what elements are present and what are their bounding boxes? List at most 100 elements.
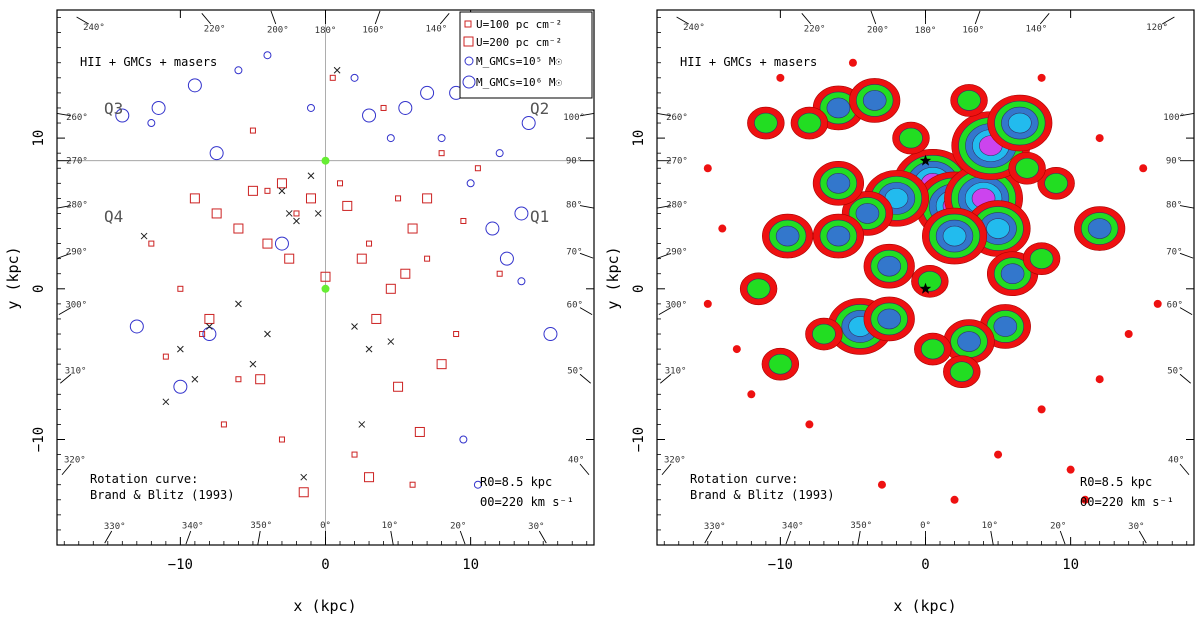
right-longitude-tick [1138,530,1147,544]
left-xtick-label: −10 [168,557,193,573]
right-panel: −10 0 10 −10 0 10 240° 220° 200° 180° 160° 140° 120°… [604,9,1195,615]
left-ytick-label: −10 [31,427,47,452]
point-square [249,127,256,134]
contour-speck [776,73,785,82]
point-circle [517,277,526,286]
right-longitude-label: 200° [867,26,889,36]
contour-speck [1139,164,1148,173]
right-longitude-tick [658,307,672,316]
point-square [474,165,481,172]
point-circle [350,73,359,82]
right-longitude-label: 120° [1146,23,1168,33]
contour-blob [979,304,1031,349]
point-square [371,313,382,324]
right-longitude-tick [870,10,877,25]
contour-speck [1037,73,1046,82]
right-longitude-label: 160° [962,26,984,36]
left-longitude-label: 140° [426,25,448,35]
left-longitude-tick [61,463,72,476]
left-longitude-label: 90° [566,157,582,167]
point-maser-cross [177,345,184,353]
right-longitude-tick [661,463,672,476]
right-longitude-label: 300° [665,301,687,311]
contour-speck [1153,299,1162,308]
point-square [148,240,155,247]
contour-blob [1037,167,1075,200]
point-square [262,238,273,249]
point-square [400,268,411,279]
point-square [255,374,266,385]
point-circle [209,146,224,161]
point-square [366,240,373,247]
left-longitude-tick [579,463,590,476]
contour-blob [812,161,865,206]
point-circle [129,319,144,334]
right-longitude-tick [974,10,981,25]
point-circle [234,66,243,75]
left-xtick-label: 0 [321,557,329,573]
right-longitude-label: 320° [664,455,686,465]
point-circle [115,108,130,123]
point-circle [398,100,413,115]
left-ytick-label: 10 [31,130,47,147]
contour-speck [1095,375,1104,384]
left-legend: U=100 pc cm⁻² U=200 pc cm⁻² M_GMCs=10⁵ M… [459,11,593,99]
point-circle [187,78,202,93]
q1-label: Q1 [530,207,549,226]
contour-speck [703,164,712,173]
right-longitude-tick [1179,463,1190,476]
left-longitude-label: 80° [566,201,582,211]
contour-speck [703,299,712,308]
left-longitude-label: 180° [315,26,337,36]
contour-blob [849,78,901,123]
contour-blob [950,84,988,117]
left-longitude-tick [579,252,594,259]
right-longitude-label: 100° [1163,113,1185,123]
point-circle [274,236,289,251]
legend-marker-small-square [464,20,472,28]
left-longitude-label: 30° [528,522,544,532]
right-longitude-tick [1039,12,1050,25]
point-square [247,185,258,196]
right-longitude-label: 0° [920,521,931,531]
point-maser-cross [387,338,395,345]
point-square [298,487,309,498]
left-annotation-top: HII + GMCs + masers [80,55,217,69]
point-circle [173,379,188,394]
legend-entry-u100: U=100 pc cm⁻² [476,18,562,31]
left-param-theta0: Θ0=220 km s⁻¹ [480,495,574,509]
point-square [453,331,460,338]
right-longitude-label: 50° [1167,366,1183,376]
left-longitude-label: 40° [568,455,584,465]
right-param-theta0: Θ0=220 km s⁻¹ [1080,495,1174,509]
right-annotation-top: HII + GMCs + masers [680,55,817,69]
left-longitude-label: 160° [362,26,384,36]
q4-label: Q4 [104,207,123,226]
right-longitude-tick [857,530,861,545]
right-longitude-label: 30° [1128,522,1144,532]
right-longitude-tick [657,112,672,117]
left-longitude-tick [459,530,466,545]
point-circle [543,327,558,342]
right-longitude-label: 280° [666,201,688,211]
point-maser-cross [235,300,242,308]
contour-blob [987,94,1053,152]
contour-speck [1037,405,1046,414]
left-longitude-label: 290° [66,247,88,257]
contour-speck [747,390,756,399]
legend-entry-gmc6: M_GMCs=10⁶ M☉ [476,76,562,89]
contour-speck [718,224,727,233]
legend-marker-large-circle [462,75,476,89]
contour-blob [863,170,929,227]
left-longitude-label: 0° [320,521,331,531]
left-longitude-tick [390,530,394,545]
right-longitude-tick [1179,112,1194,117]
right-xlabel: x (kpc) [893,597,956,615]
point-circle [147,119,156,128]
point-square [293,210,300,217]
right-rotation-curve-line1: Rotation curve: [690,472,798,486]
left-longitude-label: 300° [65,301,87,311]
point-square [162,353,169,360]
point-maser-cross [314,210,322,217]
point-maser-cross [293,217,300,225]
